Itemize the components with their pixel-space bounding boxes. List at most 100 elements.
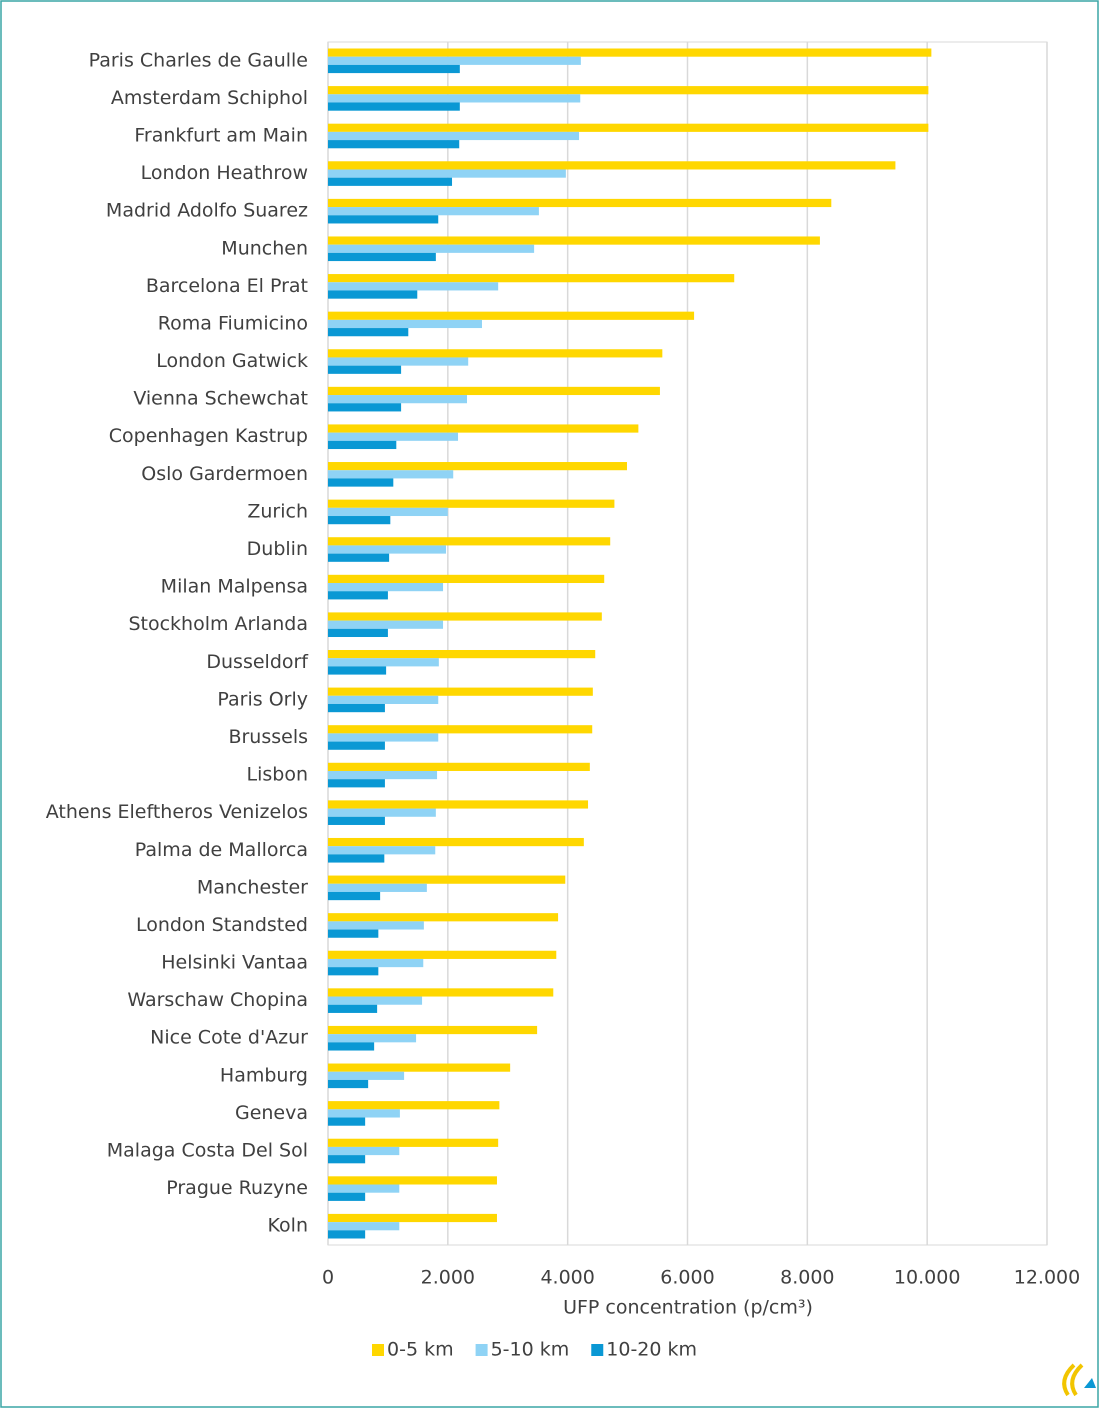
bar <box>328 1004 378 1013</box>
bar <box>328 440 397 450</box>
bar <box>328 574 605 584</box>
x-axis-label: UFP concentration (p/cm³) <box>563 1297 813 1319</box>
bar <box>328 846 436 855</box>
bar <box>328 274 735 283</box>
bar <box>328 800 589 809</box>
y-tick-label: Vienna Schewchat <box>133 388 308 410</box>
y-tick-label: Lisbon <box>247 764 309 786</box>
bar <box>328 658 439 667</box>
bar <box>328 545 447 554</box>
bar <box>328 996 423 1005</box>
x-tick-label: 4.000 <box>540 1267 594 1289</box>
bar <box>328 725 593 734</box>
bar <box>328 988 554 997</box>
y-tick-label: Prague Ruzyne <box>166 1177 308 1199</box>
bar <box>328 1063 511 1072</box>
bar <box>328 365 402 374</box>
bar <box>328 583 444 592</box>
y-tick-label: Barcelona El Prat <box>146 275 308 297</box>
y-tick-label: Amsterdam Schiphol <box>111 87 308 109</box>
bar <box>328 478 394 487</box>
y-tick-label: Hamburg <box>220 1064 308 1086</box>
y-tick-label: Palma de Mallorca <box>135 839 308 861</box>
bar <box>328 1146 400 1156</box>
bar <box>328 1230 366 1239</box>
bar <box>328 1109 400 1118</box>
bar <box>328 1155 366 1164</box>
bar <box>328 816 385 825</box>
bar <box>328 215 439 224</box>
bar <box>328 875 566 884</box>
bar <box>328 386 660 396</box>
y-tick-label: Oslo Gardermoen <box>141 463 308 485</box>
bar <box>328 499 615 508</box>
bar <box>328 48 932 57</box>
bar <box>328 236 820 245</box>
bar <box>328 86 929 95</box>
bar <box>328 290 418 299</box>
y-tick-label: Milan Malpensa <box>161 576 308 598</box>
bar <box>328 612 602 621</box>
y-tick-label: London Standsted <box>136 914 308 936</box>
bar <box>328 921 424 930</box>
bar <box>328 94 581 103</box>
y-tick-label: London Gatwick <box>156 350 308 372</box>
y-tick-label: Copenhagen Kastrup <box>109 425 308 447</box>
bar <box>328 913 559 922</box>
bar <box>328 591 388 600</box>
bar <box>328 131 580 141</box>
bar <box>328 169 566 178</box>
bar <box>328 328 409 337</box>
x-tick-label: 12.000 <box>1014 1267 1080 1289</box>
y-tick-label: Dusseldorf <box>206 651 309 673</box>
x-tick-label: 10.000 <box>894 1267 960 1289</box>
bar <box>328 837 584 847</box>
y-tick-label: Zurich <box>247 500 308 522</box>
legend-label: 0-5 km <box>387 1339 454 1361</box>
bar <box>328 282 499 291</box>
bar <box>328 1176 497 1185</box>
bar <box>328 161 896 170</box>
bar <box>328 958 424 968</box>
bar <box>328 470 454 479</box>
bar <box>328 395 468 404</box>
x-tick-label: 6.000 <box>660 1267 714 1289</box>
bar <box>328 950 557 959</box>
bar <box>328 929 379 938</box>
bar <box>328 553 390 562</box>
y-tick-label: Brussels <box>228 726 308 748</box>
bar <box>328 244 535 253</box>
y-tick-label: Dublin <box>247 538 308 560</box>
bar <box>328 703 385 713</box>
bar <box>328 741 385 750</box>
y-tick-label: Malaga Costa Del Sol <box>107 1140 308 1162</box>
bar <box>328 207 539 216</box>
y-tick-label: Paris Charles de Gaulle <box>89 49 308 71</box>
bar <box>328 666 387 675</box>
bar <box>328 967 379 976</box>
legend-swatch <box>372 1344 384 1356</box>
x-tick-label: 2.000 <box>421 1267 475 1289</box>
bar <box>328 1213 497 1223</box>
bar <box>328 140 460 149</box>
y-tick-label: Frankfurt am Main <box>134 124 308 146</box>
bar <box>328 1138 499 1147</box>
y-tick-label: Paris Orly <box>217 688 308 710</box>
bar <box>328 507 448 517</box>
bar <box>328 687 593 696</box>
y-tick-label: Koln <box>268 1215 308 1237</box>
bar <box>328 64 460 74</box>
bar <box>328 56 581 65</box>
bar <box>328 319 482 329</box>
bar <box>328 733 439 742</box>
bar <box>328 424 639 433</box>
bar <box>328 628 388 638</box>
bar <box>328 1222 400 1231</box>
bar <box>328 854 385 863</box>
bar <box>328 1042 375 1051</box>
y-tick-label: Geneva <box>235 1102 308 1124</box>
legend-swatch <box>591 1344 604 1356</box>
bar <box>328 1101 500 1110</box>
bar <box>328 177 453 186</box>
